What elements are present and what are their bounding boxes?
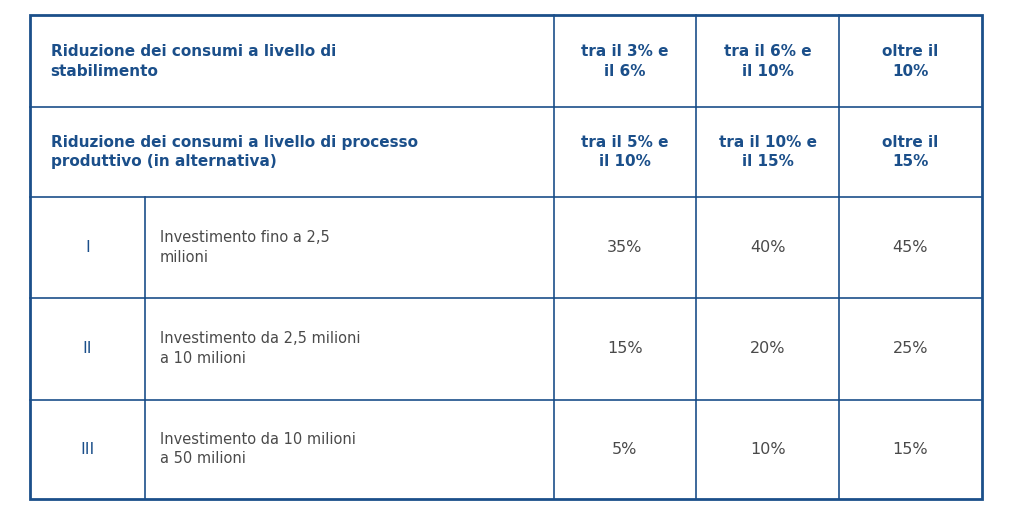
Text: tra il 5% e
il 10%: tra il 5% e il 10% — [580, 135, 668, 169]
Text: 15%: 15% — [892, 442, 927, 456]
Text: 5%: 5% — [612, 442, 637, 456]
Text: Riduzione dei consumi a livello di processo
produttivo (in alternativa): Riduzione dei consumi a livello di proce… — [51, 135, 418, 169]
Text: I: I — [85, 240, 90, 255]
Text: 40%: 40% — [749, 240, 785, 255]
Text: 15%: 15% — [607, 341, 642, 356]
Text: 45%: 45% — [892, 240, 927, 255]
Text: Investimento da 10 milioni
a 50 milioni: Investimento da 10 milioni a 50 milioni — [160, 432, 355, 467]
Text: tra il 10% e
il 15%: tra il 10% e il 15% — [718, 135, 816, 169]
Text: oltre il
15%: oltre il 15% — [882, 135, 937, 169]
Text: II: II — [83, 341, 92, 356]
Text: III: III — [80, 442, 94, 456]
Text: tra il 3% e
il 6%: tra il 3% e il 6% — [580, 44, 668, 79]
Text: 20%: 20% — [749, 341, 785, 356]
Text: oltre il
10%: oltre il 10% — [882, 44, 937, 79]
Text: Investimento da 2,5 milioni
a 10 milioni: Investimento da 2,5 milioni a 10 milioni — [160, 332, 360, 366]
Text: Riduzione dei consumi a livello di
stabilimento: Riduzione dei consumi a livello di stabi… — [51, 44, 336, 79]
Text: 25%: 25% — [892, 341, 927, 356]
Text: 35%: 35% — [607, 240, 642, 255]
Text: Investimento fino a 2,5
milioni: Investimento fino a 2,5 milioni — [160, 230, 330, 265]
Text: 10%: 10% — [749, 442, 785, 456]
Text: tra il 6% e
il 10%: tra il 6% e il 10% — [723, 44, 811, 79]
